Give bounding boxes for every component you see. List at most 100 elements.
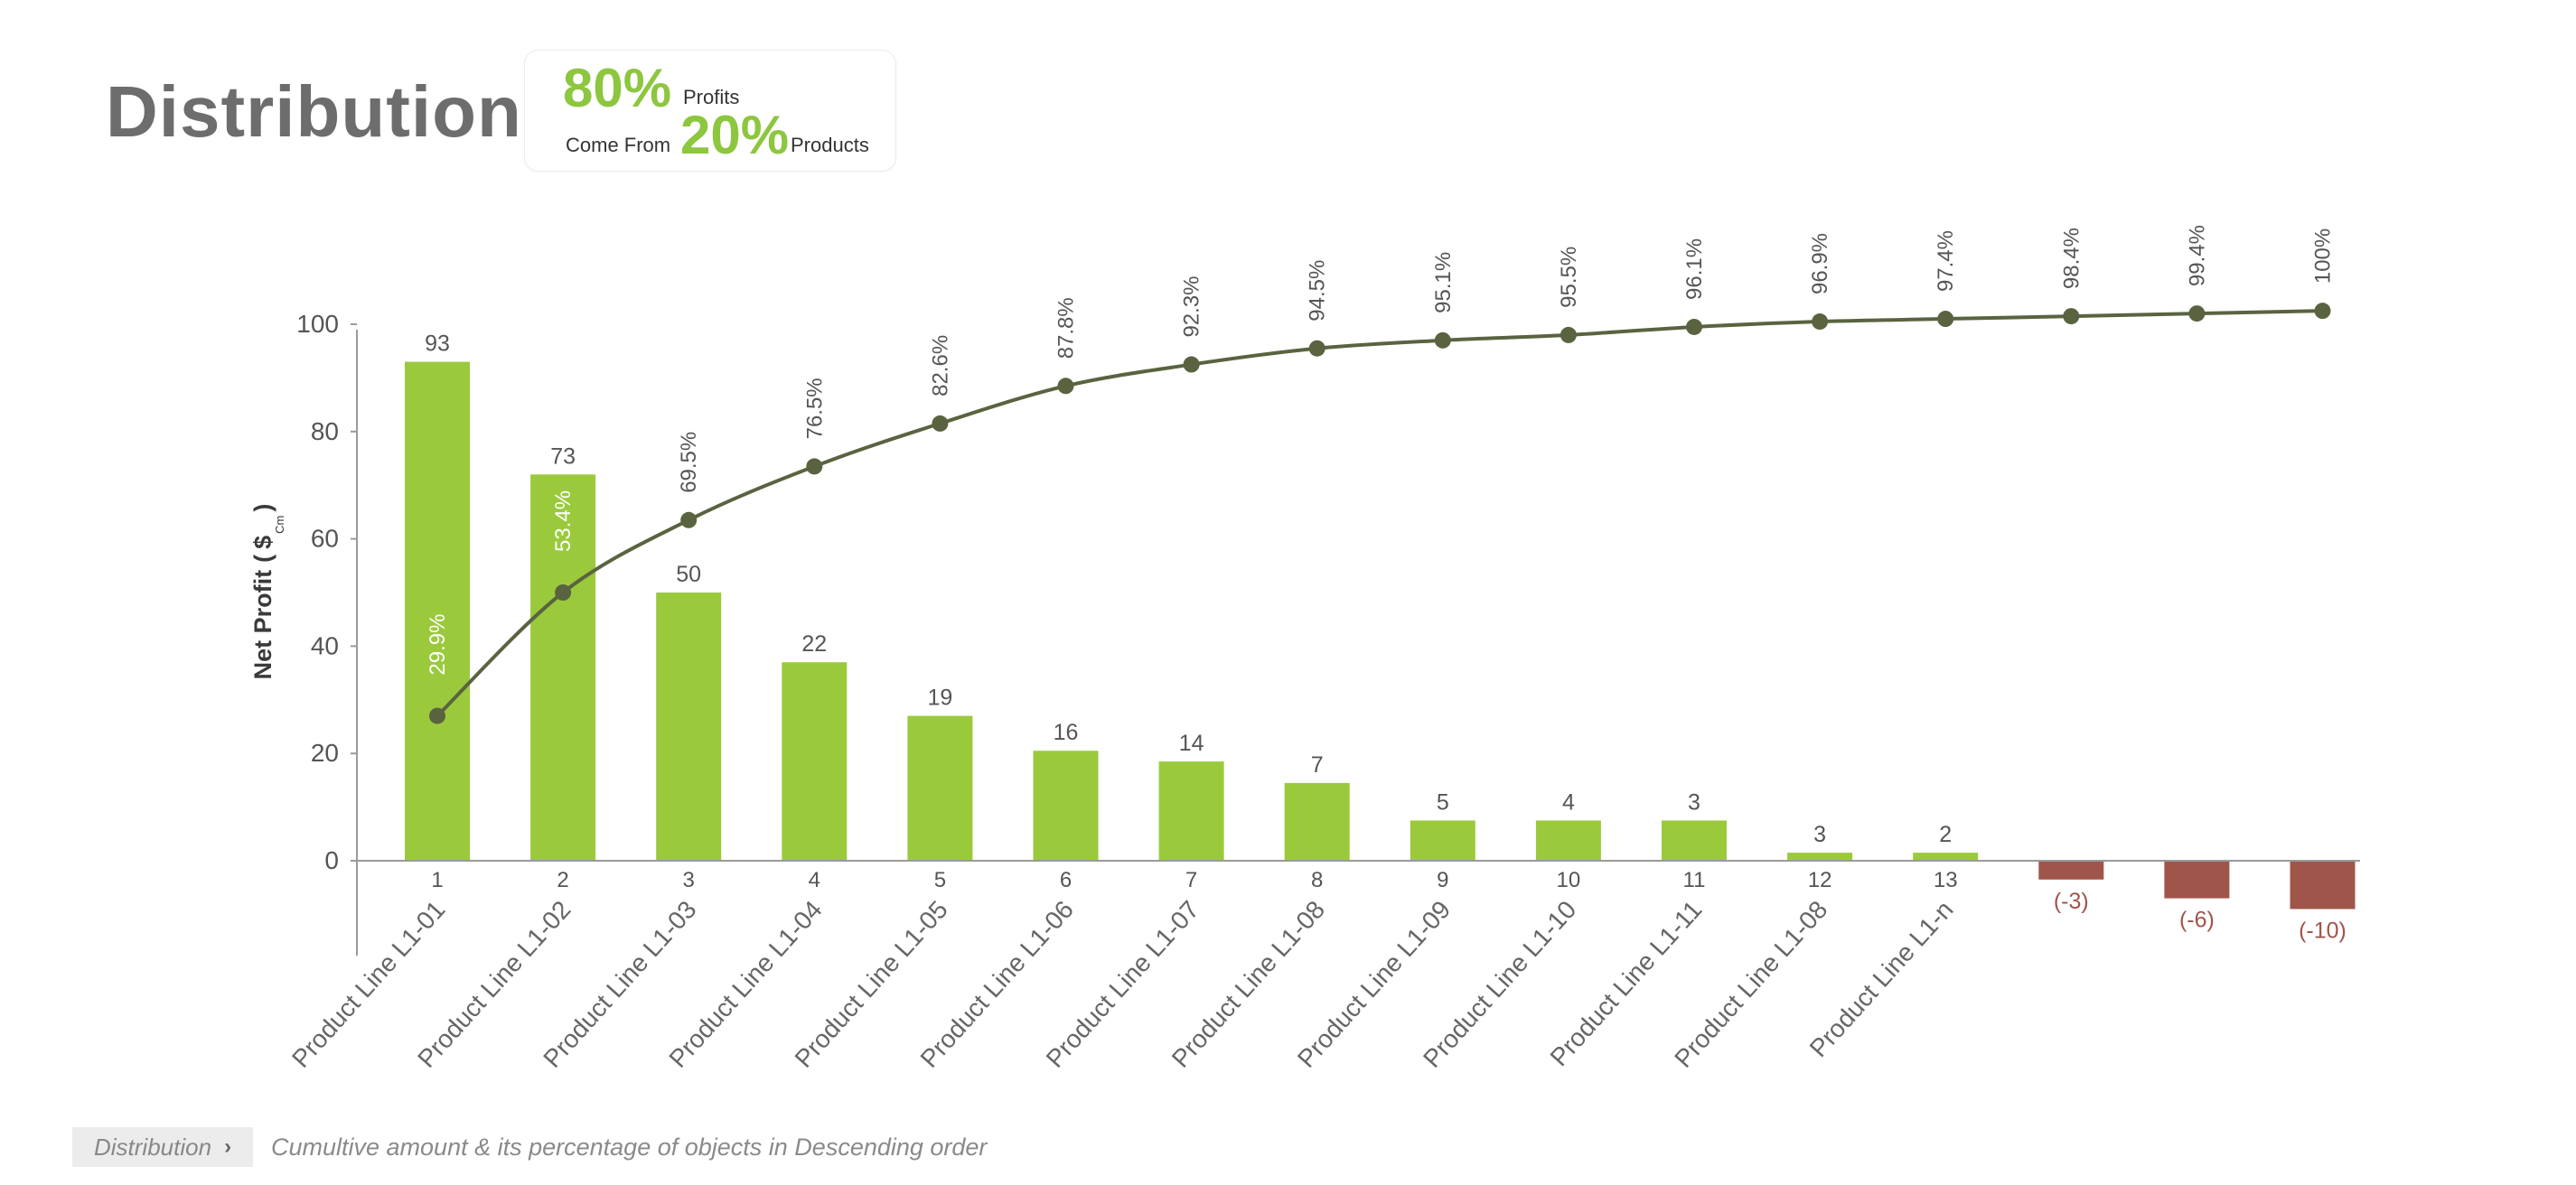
bar	[1787, 853, 1853, 861]
x-index-label: 4	[809, 868, 820, 892]
bar	[530, 474, 596, 861]
x-index-label: 5	[934, 868, 946, 892]
bar-value-label: 19	[927, 686, 952, 711]
products-percent: 20%	[680, 105, 790, 165]
profits-percent: 80%	[563, 58, 672, 118]
cumulative-point	[1812, 313, 1829, 331]
chevron-right-icon: ›	[224, 1134, 232, 1159]
bar-value-label: 22	[801, 631, 827, 657]
bar	[405, 361, 470, 862]
bar-value-label: 16	[1054, 720, 1079, 745]
bar	[1033, 751, 1099, 861]
bar	[1284, 782, 1350, 861]
cumulative-percent-label: 87.8%	[1054, 297, 1079, 359]
bar-value-label: 4	[1562, 789, 1575, 815]
cumulative-point	[555, 584, 572, 601]
page-title: Distribution	[106, 71, 522, 152]
bar-value-label: 73	[550, 443, 576, 469]
bar	[1410, 820, 1475, 861]
bar-value-label: 3	[1688, 789, 1700, 815]
x-index-label: 12	[1808, 868, 1832, 892]
x-index-label: 7	[1185, 868, 1197, 892]
cumulative-point	[1183, 356, 1200, 373]
cumulative-point	[2188, 305, 2206, 322]
breadcrumb[interactable]: Distribution ›	[72, 1127, 253, 1167]
bar	[1158, 761, 1224, 861]
x-category-label: Product Line L1-n	[1804, 895, 1959, 1062]
cumulative-point	[2314, 303, 2331, 320]
x-index-label: 10	[1557, 868, 1581, 892]
cumulative-point	[680, 511, 698, 528]
chart-caption: Cumultive amount & its percentage of obj…	[271, 1133, 988, 1161]
cumulative-percent-label: 97.4%	[1934, 230, 1958, 292]
cumulative-percent-label: 94.5%	[1306, 260, 1330, 322]
cumulative-percent-label: 53.4%	[551, 490, 576, 552]
y-tick-label: 100	[296, 310, 339, 338]
y-tick-label: 20	[311, 739, 339, 767]
bar-value-label: (-10)	[2299, 918, 2347, 943]
bar-value-label: 7	[1311, 752, 1324, 778]
x-index-labels: 1 2 3 4 5 6 7 8 9 10 11 12 13	[431, 868, 1957, 892]
cumulative-point	[429, 707, 445, 724]
profits-label: Profits	[683, 86, 740, 108]
bar	[1913, 853, 1979, 861]
x-index-label: 1	[431, 868, 443, 892]
negative-bar	[2038, 861, 2104, 880]
x-index-label: 11	[1683, 868, 1706, 892]
bar-value-label: 5	[1437, 789, 1449, 815]
cumulative-point	[1057, 378, 1074, 395]
cumulative-point	[1308, 340, 1325, 357]
x-index-label: 2	[557, 868, 568, 892]
bar-value-label: 3	[1813, 822, 1826, 847]
cumulative-percent-label: 95.5%	[1557, 247, 1581, 308]
y-tick-label: 80	[311, 417, 339, 445]
bar	[1535, 820, 1601, 861]
y-tick-labels: 0 20 40 60 80 100	[296, 310, 357, 874]
bar-value-label: (-3)	[2054, 889, 2089, 914]
y-axis-label: Net Profit ($ Cm)	[249, 504, 286, 680]
cumulative-percent-label: 29.9%	[426, 614, 450, 676]
bar	[782, 662, 848, 861]
bar	[656, 592, 722, 861]
cumulative-percent-label: 99.4%	[2185, 225, 2209, 286]
bars	[405, 361, 2356, 910]
cumulative-points	[429, 303, 2331, 724]
y-tick-label: 40	[311, 631, 339, 659]
cumulative-point	[1434, 331, 1451, 349]
cumulative-labels: 29.9% 53.4% 69.5% 76.5% 82.6% 87.8% 92.3% 94.5%…	[426, 225, 2336, 676]
bar-value-label: 14	[1179, 731, 1204, 756]
cumulative-point	[806, 458, 823, 475]
cumulative-percent-label: 82.6%	[928, 335, 952, 397]
x-index-label: 6	[1060, 868, 1072, 892]
cumulative-percent-label: 100%	[2311, 229, 2336, 284]
x-index-label: 3	[683, 868, 695, 892]
x-index-label: 13	[1934, 868, 1958, 892]
come-from-label: Come From	[566, 134, 671, 156]
x-index-label: 8	[1311, 868, 1323, 892]
y-axis-label-text: Net Profit	[249, 570, 276, 680]
bar-value-label: 2	[1939, 822, 1952, 847]
cumulative-percent-label: 92.3%	[1180, 275, 1204, 337]
bar	[1662, 820, 1727, 861]
bar	[907, 715, 973, 861]
cumulative-percent-label: 96.1%	[1682, 238, 1707, 300]
cumulative-percent-label: 76.5%	[802, 378, 827, 439]
cumulative-percent-label: 69.5%	[677, 432, 701, 493]
cumulative-point	[1686, 318, 1702, 335]
pareto-callout: 80% Profits Come From 20% Products	[524, 50, 896, 172]
negative-bar	[2164, 861, 2230, 899]
y-axis-label-unit: $	[249, 536, 276, 549]
x-index-label: 9	[1437, 868, 1448, 892]
y-axis-label-paren-open: (	[249, 555, 276, 563]
bar-value-label: 50	[676, 562, 701, 587]
products-label: Products	[791, 134, 869, 156]
cumulative-line	[436, 309, 2323, 718]
cumulative-percent-label: 98.4%	[2059, 228, 2084, 289]
breadcrumb-label: Distribution	[94, 1133, 212, 1161]
cumulative-percent-label: 95.1%	[1431, 252, 1456, 313]
bar-value-label: 93	[425, 331, 450, 357]
bar-value-label: (-6)	[2179, 908, 2215, 933]
